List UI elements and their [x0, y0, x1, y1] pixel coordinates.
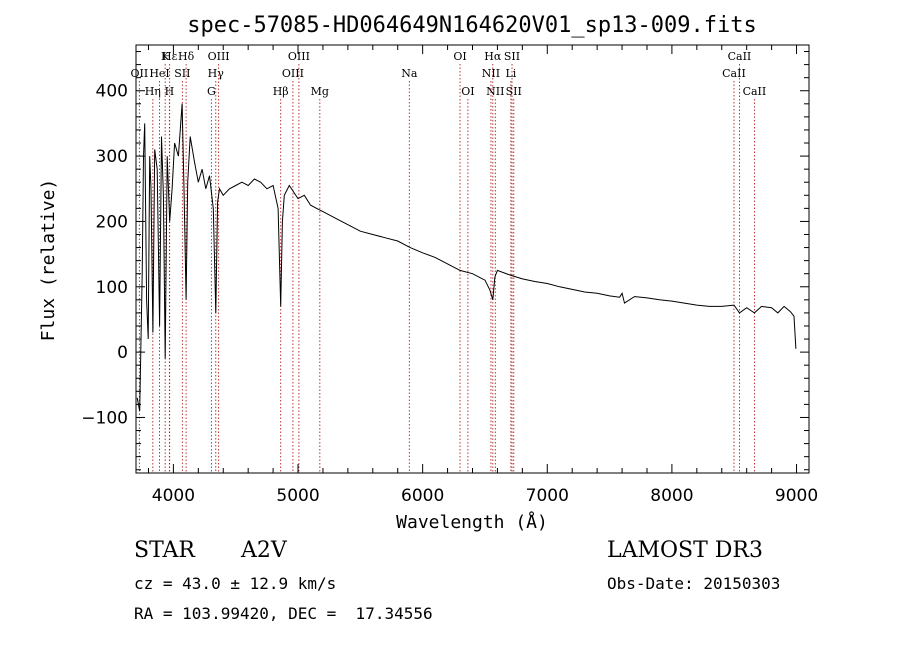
observation-date: Obs-Date: 20150303	[607, 574, 781, 593]
x-tick-label: 8000	[650, 486, 693, 506]
chart-title: spec-57085-HD064649N164620V01_sp13-009.f…	[187, 13, 757, 38]
line-marker-label: Li	[505, 67, 516, 80]
line-marker-label: NII	[482, 67, 500, 80]
x-tick-label: 9000	[775, 486, 818, 506]
line-marker-label: H	[165, 85, 175, 98]
line-marker-label: OIII	[288, 50, 310, 63]
line-marker-label: Hγ	[208, 67, 225, 80]
line-marker-label: OI	[453, 50, 466, 63]
line-marker-label: Mg	[311, 85, 329, 98]
x-tick-label: 7000	[526, 486, 569, 506]
line-marker-label: HeI	[149, 67, 169, 80]
line-marker-label: Na	[401, 67, 418, 80]
line-marker-label: OIII	[208, 50, 230, 63]
y-axis-label: Flux (relative)	[38, 179, 59, 342]
line-marker-label: CaII	[743, 85, 767, 98]
axis-ticks: 4000 5000 6000 7000 8000 9000 −100 0 100 200 300 40…	[81, 45, 818, 506]
line-marker-label: K	[161, 50, 170, 63]
line-marker-label: NII	[486, 85, 504, 98]
y-tick-label: 300	[96, 147, 128, 167]
object-class: STAR	[134, 538, 195, 563]
y-tick-label: 200	[96, 212, 128, 232]
spectrum-line	[136, 103, 797, 411]
y-tick-label: 0	[117, 343, 128, 363]
plot-frame	[135, 44, 810, 474]
y-tick-label: 100	[96, 278, 128, 298]
line-marker-label: CaII	[728, 50, 752, 63]
spectral-subclass: A2V	[241, 538, 287, 563]
line-marker-label: CaII	[722, 67, 746, 80]
sky-coordinates: RA = 103.99420, DEC = 17.34556	[134, 604, 433, 623]
x-tick-label: 4000	[152, 486, 195, 506]
x-axis-label: Wavelength (Å)	[396, 511, 548, 533]
line-marker-label: G	[207, 85, 216, 98]
line-marker-label: Hη	[145, 85, 161, 98]
line-marker-label: Hβ	[273, 85, 289, 98]
line-marker-label: OIII	[282, 67, 304, 80]
survey-release: LAMOST DR3	[607, 538, 763, 563]
y-tick-label: −100	[81, 408, 128, 428]
y-tick-label: 400	[96, 82, 128, 102]
line-marker-label: SII	[174, 67, 190, 80]
line-marker-label: OI	[461, 85, 474, 98]
redshift-velocity: cz = 43.0 ± 12.9 km/s	[134, 574, 337, 593]
line-marker-label: Hδ	[178, 50, 195, 63]
line-marker-label: OII	[131, 67, 149, 80]
line-marker-label: SII	[506, 85, 522, 98]
emission-line-markers	[138, 64, 755, 473]
line-marker-label: SII	[504, 50, 520, 63]
line-marker-label: Hα	[484, 50, 502, 63]
x-tick-label: 6000	[401, 486, 444, 506]
x-tick-label: 5000	[276, 486, 319, 506]
